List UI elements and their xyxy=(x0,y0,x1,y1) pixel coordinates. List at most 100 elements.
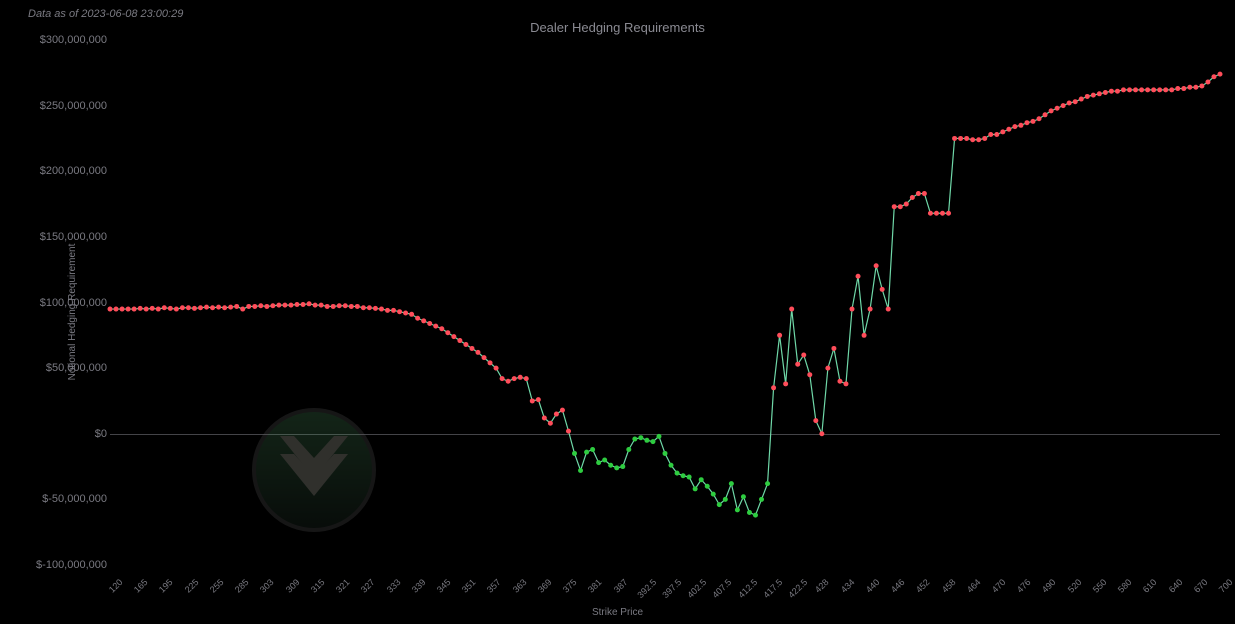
data-point xyxy=(729,481,734,486)
x-tick-label: 120 xyxy=(107,577,125,595)
data-point xyxy=(1169,87,1174,92)
data-point xyxy=(1024,120,1029,125)
y-axis-label: Notional Hedging Requirement xyxy=(67,244,78,381)
data-point xyxy=(717,502,722,507)
data-point xyxy=(1133,87,1138,92)
data-point xyxy=(1187,85,1192,90)
data-point xyxy=(1043,112,1048,117)
x-tick-label: 339 xyxy=(410,577,428,595)
data-point xyxy=(325,304,330,309)
x-tick-label: 446 xyxy=(889,577,907,595)
data-point xyxy=(711,492,716,497)
data-point xyxy=(964,136,969,141)
x-tick-label: 165 xyxy=(132,577,150,595)
data-point xyxy=(282,303,287,308)
data-point xyxy=(138,306,143,311)
x-tick-label: 520 xyxy=(1066,577,1084,595)
data-point xyxy=(120,307,125,312)
data-point xyxy=(403,311,408,316)
data-point xyxy=(1193,85,1198,90)
data-point xyxy=(656,434,661,439)
data-point xyxy=(391,308,396,313)
data-point xyxy=(1073,99,1078,104)
data-point xyxy=(475,350,480,355)
data-point xyxy=(910,195,915,200)
x-tick-label: 387 xyxy=(611,577,629,595)
y-tick-label: $-100,000,000 xyxy=(36,559,107,571)
x-tick-label: 470 xyxy=(990,577,1008,595)
data-point xyxy=(693,486,698,491)
data-point xyxy=(952,136,957,141)
data-point xyxy=(331,304,336,309)
data-point xyxy=(216,305,221,310)
data-point xyxy=(638,435,643,440)
data-point xyxy=(741,494,746,499)
data-point xyxy=(572,451,577,456)
data-point xyxy=(940,211,945,216)
data-point xyxy=(1000,129,1005,134)
data-point xyxy=(850,307,855,312)
x-tick-label: 375 xyxy=(561,577,579,595)
data-point xyxy=(650,439,655,444)
data-point xyxy=(831,346,836,351)
data-point xyxy=(1067,101,1072,106)
x-tick-label: 255 xyxy=(208,577,226,595)
data-point xyxy=(524,376,529,381)
data-point xyxy=(1151,87,1156,92)
data-point xyxy=(663,451,668,456)
data-point xyxy=(904,202,909,207)
data-point xyxy=(463,342,468,347)
data-point xyxy=(723,497,728,502)
data-point xyxy=(994,132,999,137)
data-point xyxy=(228,305,233,310)
data-point xyxy=(258,303,263,308)
data-point xyxy=(150,306,155,311)
x-tick-label: 363 xyxy=(511,577,529,595)
x-tick-label: 428 xyxy=(813,577,831,595)
y-tick-label: $0 xyxy=(95,428,107,440)
watermark-logo xyxy=(252,408,376,532)
data-point xyxy=(1079,97,1084,102)
data-point xyxy=(295,302,300,307)
timestamp-label: Data as of 2023-06-08 23:00:29 xyxy=(28,8,183,20)
data-point xyxy=(373,306,378,311)
y-tick-label: $100,000,000 xyxy=(40,297,107,309)
data-point xyxy=(843,381,848,386)
data-point xyxy=(813,418,818,423)
x-tick-label: 476 xyxy=(1015,577,1033,595)
data-point xyxy=(361,305,366,310)
data-point xyxy=(1205,80,1210,85)
data-point xyxy=(457,338,462,343)
x-tick-label: 225 xyxy=(183,577,201,595)
data-point xyxy=(518,375,523,380)
data-point xyxy=(1199,83,1204,88)
data-point xyxy=(198,305,203,310)
x-tick-label: 321 xyxy=(334,577,352,595)
data-point xyxy=(343,303,348,308)
data-point xyxy=(494,366,499,371)
data-point xyxy=(427,321,432,326)
data-point xyxy=(783,381,788,386)
data-point xyxy=(554,412,559,417)
data-point xyxy=(367,305,372,310)
y-tick-label: $50,000,000 xyxy=(46,362,107,374)
data-point xyxy=(946,211,951,216)
x-tick-label: 440 xyxy=(864,577,882,595)
data-point xyxy=(602,458,607,463)
data-point xyxy=(705,484,710,489)
data-point xyxy=(735,507,740,512)
data-point xyxy=(482,355,487,360)
data-point xyxy=(862,333,867,338)
data-point xyxy=(1055,106,1060,111)
data-point xyxy=(415,316,420,321)
data-point xyxy=(1157,87,1162,92)
data-point xyxy=(807,372,812,377)
data-point xyxy=(1163,87,1168,92)
data-point xyxy=(819,431,824,436)
x-tick-label: 351 xyxy=(460,577,478,595)
data-point xyxy=(837,379,842,384)
data-point xyxy=(1012,124,1017,129)
data-point xyxy=(856,274,861,279)
x-tick-label: 640 xyxy=(1166,577,1184,595)
x-tick-label: 315 xyxy=(309,577,327,595)
